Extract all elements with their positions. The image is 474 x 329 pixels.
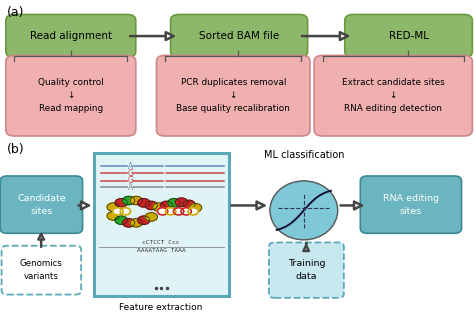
- Text: Candidate
sites: Candidate sites: [17, 193, 66, 216]
- Circle shape: [123, 218, 135, 227]
- Circle shape: [175, 198, 188, 206]
- FancyBboxPatch shape: [0, 176, 82, 233]
- Circle shape: [137, 216, 150, 224]
- FancyBboxPatch shape: [360, 176, 462, 233]
- Text: A: A: [128, 183, 133, 192]
- Circle shape: [107, 212, 119, 220]
- Circle shape: [165, 208, 176, 215]
- FancyBboxPatch shape: [156, 55, 310, 136]
- Circle shape: [145, 201, 157, 210]
- Text: AAAATAAG TAAA: AAAATAAG TAAA: [137, 248, 185, 253]
- Text: Genomics
variants: Genomics variants: [20, 259, 63, 281]
- Circle shape: [107, 203, 119, 211]
- Text: RED-ML: RED-ML: [389, 31, 428, 41]
- Text: A: A: [128, 162, 133, 171]
- FancyBboxPatch shape: [171, 14, 308, 57]
- Text: Quality control
↓
Read mapping: Quality control ↓ Read mapping: [38, 78, 104, 114]
- Circle shape: [183, 200, 195, 209]
- Text: Extract candidate sites
↓
RNA editing detection: Extract candidate sites ↓ RNA editing de…: [342, 78, 445, 114]
- Circle shape: [137, 199, 150, 207]
- Text: cCTCCT Ccc: cCTCCT Ccc: [142, 240, 180, 245]
- Circle shape: [123, 196, 135, 205]
- FancyBboxPatch shape: [6, 14, 136, 57]
- Circle shape: [181, 208, 191, 215]
- Text: G: G: [127, 176, 133, 185]
- FancyBboxPatch shape: [94, 153, 228, 295]
- Text: Feature extraction: Feature extraction: [119, 303, 203, 312]
- FancyBboxPatch shape: [6, 55, 136, 136]
- Circle shape: [153, 203, 165, 211]
- Text: PCR duplicates removal
↓
Base quality recalibration: PCR duplicates removal ↓ Base quality re…: [176, 78, 290, 114]
- Circle shape: [115, 216, 128, 224]
- Ellipse shape: [270, 181, 337, 240]
- Text: Read alignment: Read alignment: [30, 31, 112, 41]
- Circle shape: [120, 208, 130, 215]
- Circle shape: [130, 218, 142, 227]
- Circle shape: [160, 201, 173, 210]
- FancyBboxPatch shape: [314, 55, 473, 136]
- Text: G: G: [127, 169, 133, 178]
- Circle shape: [115, 199, 128, 207]
- Text: ML classification: ML classification: [264, 150, 344, 160]
- Text: Sorted BAM file: Sorted BAM file: [199, 31, 279, 41]
- FancyBboxPatch shape: [1, 246, 81, 294]
- Circle shape: [173, 208, 184, 215]
- Circle shape: [130, 196, 142, 205]
- Text: Training
data: Training data: [288, 259, 325, 281]
- Circle shape: [168, 199, 180, 207]
- Text: (a): (a): [7, 6, 25, 19]
- Circle shape: [188, 208, 199, 215]
- Circle shape: [145, 213, 157, 221]
- Circle shape: [113, 208, 123, 215]
- Text: (b): (b): [7, 143, 25, 156]
- Circle shape: [157, 208, 168, 215]
- Text: RNA editing
sites: RNA editing sites: [383, 193, 439, 216]
- Circle shape: [190, 203, 201, 212]
- FancyBboxPatch shape: [269, 242, 344, 298]
- FancyBboxPatch shape: [345, 14, 473, 57]
